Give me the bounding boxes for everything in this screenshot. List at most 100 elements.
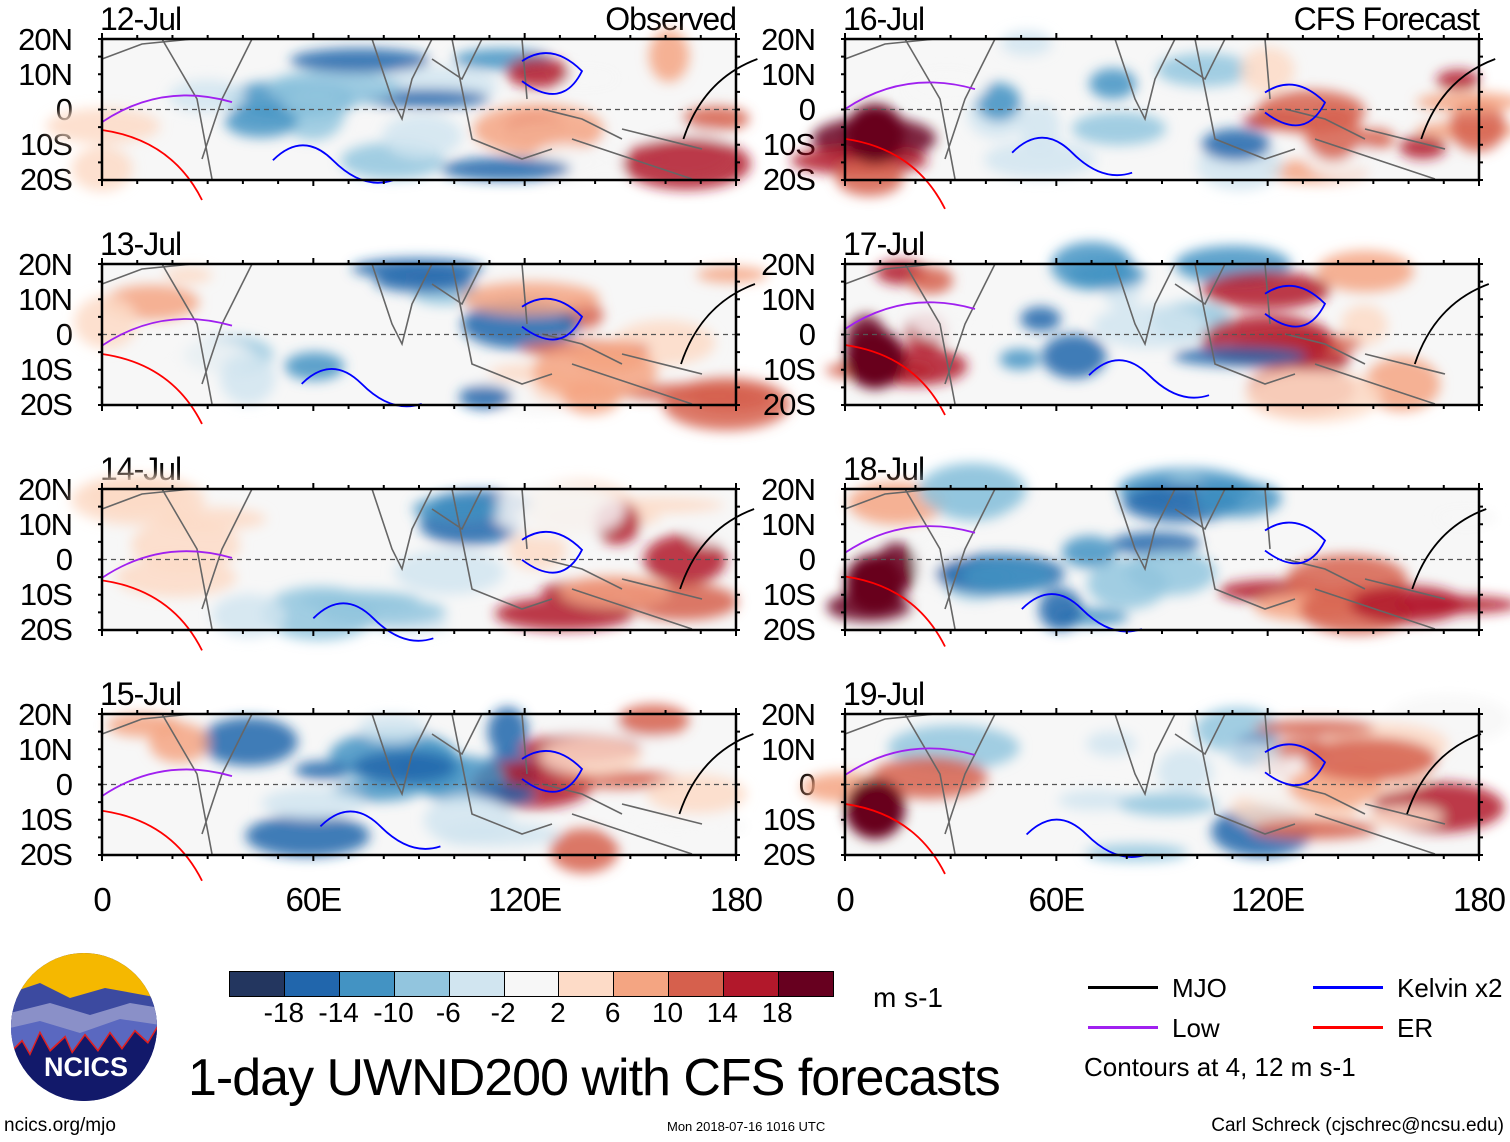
contour-line [1025,818,1147,858]
contour-line [1411,508,1487,590]
lat-label: 20S [19,387,73,422]
contour-line [101,768,233,797]
lat-label: 10S [762,802,816,837]
contour-line [844,575,946,647]
lat-label: 10N [761,507,816,542]
contour-line [101,809,203,882]
lat-label: 20N [761,247,816,282]
contour-line [272,144,394,184]
contour-line [1088,359,1210,399]
lat-label: 0 [798,92,816,127]
panel-date: 19-Jul [843,676,925,712]
lat-label: 20S [19,837,73,872]
lat-label: 10S [19,577,73,612]
contour-line [101,353,203,425]
lat-label: 0 [55,317,73,352]
lat-label: 10N [761,282,816,317]
panel-date: 17-Jul [843,226,925,262]
contour-line [521,297,584,341]
colorbar-swatch [338,972,394,996]
colorbar-tick: -6 [435,997,461,1028]
lat-label: 20N [761,697,816,732]
lon-label: 120E [488,881,562,918]
lon-label: 60E [285,881,342,918]
lat-label: 10S [19,352,73,387]
contour-line [844,747,976,776]
contour-line [680,283,756,365]
colorbar-swatch [393,972,449,996]
lat-label: 0 [55,767,73,802]
lon-label: 0 [93,881,111,918]
contour-note: Contours at 4, 12 m s-1 [1084,1052,1356,1082]
legend-line [1313,986,1383,989]
lat-label: 20N [18,697,73,732]
colorbar-swatch [613,972,669,996]
contour-line [1021,593,1143,633]
column-label: CFS Forecast [1293,1,1480,37]
footer-timestamp: Mon 2018-07-16 1016 UTC [667,1119,826,1134]
lat-label: 20N [18,472,73,507]
colorbar-swatch [778,972,833,996]
lat-label: 20N [18,247,73,282]
panel-date: 16-Jul [843,1,925,37]
map-panel [70,474,755,651]
lat-label: 10N [761,57,816,92]
contour-line [101,129,203,201]
contour-line [521,531,584,574]
contour-line [101,94,233,123]
contour-line [678,733,754,815]
panel-date: 13-Jul [100,226,182,262]
contour-line [844,525,976,554]
legend-label: MJO [1172,973,1227,1003]
lat-label: 20N [761,22,816,57]
map-panel [790,30,1510,210]
figure-title: 1-day UWND200 with CFS forecasts [188,1049,1001,1107]
lat-label: 0 [55,542,73,577]
colorbar-swatch [723,972,779,996]
colorbar-tick: 14 [706,997,738,1028]
lat-label: 10S [19,802,73,837]
colorbar-tick: -2 [490,997,516,1028]
contour-line [101,318,233,347]
ncics-logo: NCICS [11,953,157,1101]
wind-anomaly-field [826,462,1510,635]
lat-label: 10N [18,57,73,92]
coastlines [844,38,1446,180]
contour-line [1264,743,1327,787]
legend-line [1088,1026,1158,1029]
legend-line [1313,1026,1383,1029]
contour-line [1264,83,1327,127]
lat-label: 0 [798,317,816,352]
contour-line [1264,521,1327,565]
lat-label: 10N [18,732,73,767]
colorbar-swatch [448,972,504,996]
footer-url: ncics.org/mjo [4,1115,116,1136]
contour-line [844,81,976,110]
colorbar-tick: 6 [604,997,621,1028]
footer-author: Carl Schreck (cjschrec@ncsu.edu) [1211,1115,1504,1136]
lat-label: 20S [19,162,73,197]
logo-text: NCICS [44,1052,128,1082]
panel-date: 18-Jul [843,451,925,487]
legend-label: Kelvin x2 [1397,973,1503,1003]
contour-line [844,301,976,330]
map-panel [98,704,754,882]
colorbar-swatch [230,972,284,996]
lon-label: 0 [836,881,854,918]
contour-line [1011,136,1133,177]
lon-label: 180 [709,881,763,918]
colorbar-units: m s-1 [873,982,943,1013]
column-label: Observed [605,1,737,37]
lat-label: 20N [761,472,816,507]
legend-label: ER [1397,1013,1434,1043]
colorbar [229,971,834,997]
lat-label: 20S [19,612,73,647]
colorbar-tick: 10 [651,997,684,1028]
lat-label: 20N [18,22,73,57]
lon-label: 180 [1452,881,1506,918]
contour-line [101,579,203,651]
colorbar-swatch [283,972,339,996]
wind-anomaly-field [801,694,1510,862]
lat-label: 10N [761,732,816,767]
coastlines [844,713,1446,855]
